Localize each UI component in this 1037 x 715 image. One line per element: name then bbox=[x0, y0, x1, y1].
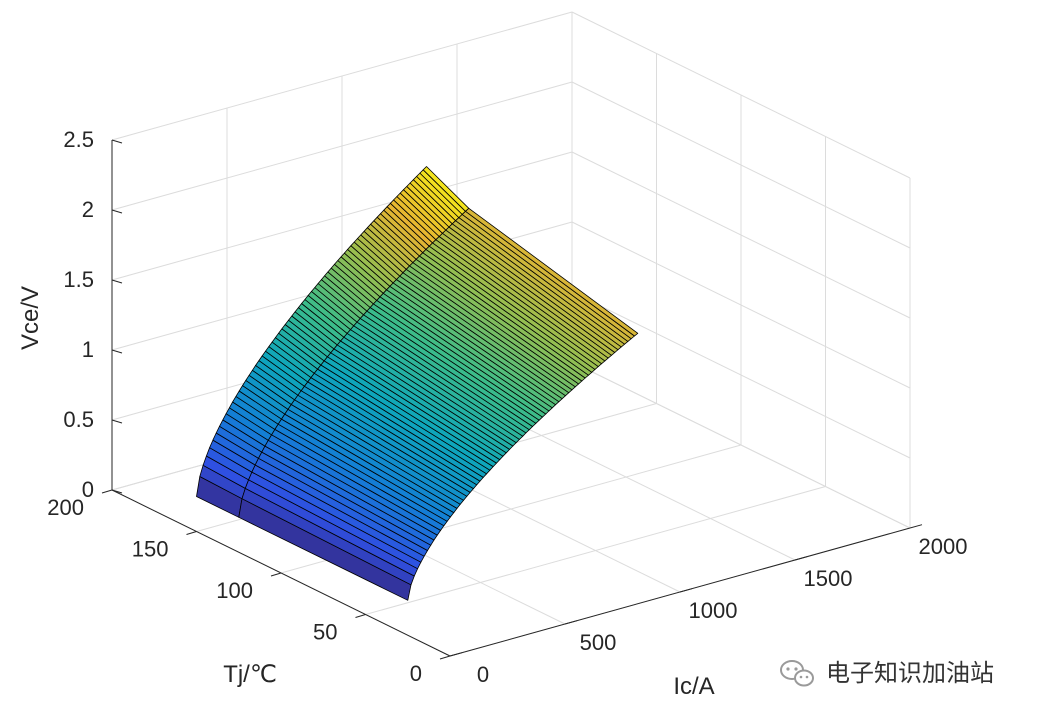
grid-line bbox=[571, 151, 911, 319]
grid-line bbox=[111, 81, 573, 211]
y-tick-label: 100 bbox=[216, 578, 253, 603]
y-axis-line bbox=[111, 489, 451, 657]
x-axis-ticks: 0 500 1000 1500 2000 bbox=[449, 524, 968, 687]
x-axis-line bbox=[449, 527, 911, 657]
z-tick-label: 0 bbox=[82, 477, 94, 502]
x-tick-label: 2000 bbox=[919, 534, 968, 559]
grid-line bbox=[365, 486, 826, 615]
axes: 0 500 1000 1500 2000 0 50 100 150 200 0 0.5 1 1.5 2 2… bbox=[47, 127, 967, 687]
grid-line bbox=[111, 151, 573, 281]
surface-facet bbox=[465, 207, 639, 337]
x-tick-label: 0 bbox=[477, 662, 489, 687]
y-tick-mark bbox=[355, 614, 366, 618]
z-tick-mark bbox=[111, 139, 123, 144]
y-tick-mark bbox=[101, 489, 113, 494]
x-tick-label: 1000 bbox=[689, 598, 738, 623]
y-tick-mark bbox=[186, 531, 197, 535]
grid-line bbox=[571, 221, 911, 389]
y-tick-label: 150 bbox=[132, 537, 169, 562]
surface-mesh bbox=[196, 166, 639, 601]
z-tick-mark bbox=[111, 419, 123, 424]
x-tick-label: 1500 bbox=[804, 566, 853, 591]
grid-line bbox=[571, 291, 911, 459]
z-tick-label: 1.5 bbox=[63, 267, 94, 292]
watermark-text: 电子知识加油站 bbox=[826, 659, 994, 687]
x-tick-mark bbox=[909, 524, 923, 529]
x-axis-label: Ic/A bbox=[673, 673, 714, 700]
y-tick-label: 0 bbox=[410, 661, 422, 686]
z-tick-label: 0.5 bbox=[63, 407, 94, 432]
z-tick-label: 2 bbox=[82, 197, 94, 222]
wechat-icon bbox=[780, 660, 814, 687]
z-tick-mark bbox=[111, 349, 123, 354]
watermark: 电子知识加油站 bbox=[780, 659, 994, 687]
z-tick-mark bbox=[111, 279, 123, 284]
y-axis-ticks: 0 50 100 150 200 bbox=[47, 489, 451, 686]
y-axis-label: Tj/℃ bbox=[223, 661, 277, 688]
y-tick-mark bbox=[270, 572, 282, 577]
y-tick-label: 200 bbox=[47, 495, 84, 520]
z-tick-label: 1 bbox=[82, 337, 94, 362]
y-tick-mark bbox=[439, 655, 451, 660]
grid-line bbox=[571, 81, 911, 249]
grid-line bbox=[111, 11, 573, 141]
z-tick-mark bbox=[111, 209, 123, 214]
z-tick-label: 2.5 bbox=[63, 127, 94, 152]
z-axis-label: Vce/V bbox=[17, 286, 44, 350]
x-tick-label: 500 bbox=[580, 630, 617, 655]
z-axis-ticks: 0 0.5 1 1.5 2 2.5 bbox=[63, 127, 123, 502]
y-tick-label: 50 bbox=[313, 620, 337, 645]
grid-line bbox=[571, 11, 911, 179]
